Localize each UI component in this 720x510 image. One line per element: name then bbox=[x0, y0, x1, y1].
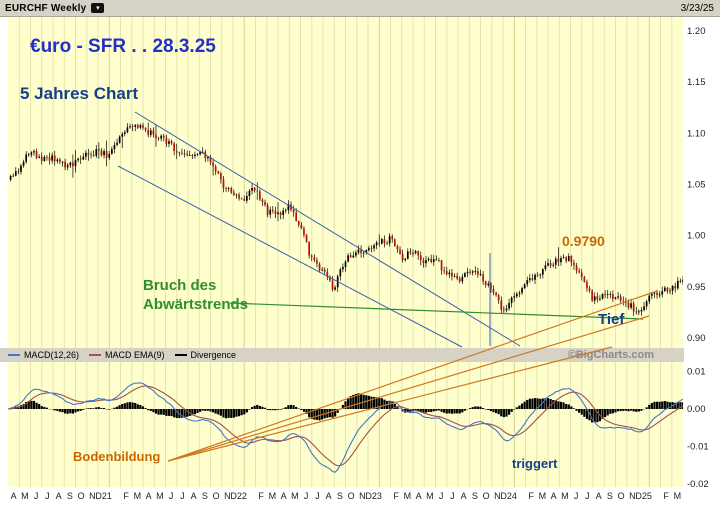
svg-text:S: S bbox=[607, 491, 613, 501]
svg-text:N: N bbox=[89, 491, 96, 501]
svg-text:A: A bbox=[461, 491, 467, 501]
svg-text:0.00: 0.00 bbox=[687, 404, 706, 415]
macd-ema-swatch bbox=[89, 354, 102, 356]
svg-text:A: A bbox=[281, 491, 287, 501]
symbol-label: EURCHF Weekly bbox=[5, 2, 87, 14]
svg-text:0.90: 0.90 bbox=[687, 333, 706, 344]
svg-text:S: S bbox=[337, 491, 343, 501]
svg-text:0.95: 0.95 bbox=[687, 282, 706, 293]
svg-text:M: M bbox=[561, 491, 569, 501]
svg-text:N: N bbox=[359, 491, 366, 501]
divergence-swatch bbox=[174, 354, 187, 356]
svg-text:F: F bbox=[393, 491, 399, 501]
svg-text:J: J bbox=[585, 491, 590, 501]
macd-legend: MACD(12,26) MACD EMA(9) Divergence ©BigCha… bbox=[0, 348, 684, 362]
svg-text:J: J bbox=[574, 491, 579, 501]
chevron-down-icon: ▾ bbox=[96, 4, 100, 12]
svg-text:M: M bbox=[269, 491, 277, 501]
svg-text:J: J bbox=[439, 491, 444, 501]
svg-text:D24: D24 bbox=[500, 491, 517, 501]
svg-text:A: A bbox=[551, 491, 557, 501]
legend-label: MACD EMA(9) bbox=[105, 350, 165, 360]
svg-text:M: M bbox=[404, 491, 412, 501]
svg-text:D25: D25 bbox=[635, 491, 652, 501]
svg-text:J: J bbox=[169, 491, 174, 501]
svg-text:1.10: 1.10 bbox=[687, 128, 706, 139]
svg-text:A: A bbox=[416, 491, 422, 501]
svg-text:D21: D21 bbox=[95, 491, 112, 501]
svg-text:D23: D23 bbox=[365, 491, 382, 501]
svg-text:N: N bbox=[224, 491, 231, 501]
svg-text:A: A bbox=[596, 491, 602, 501]
svg-text:-0.01: -0.01 bbox=[687, 442, 709, 453]
svg-text:N: N bbox=[629, 491, 636, 501]
svg-text:1.20: 1.20 bbox=[687, 26, 706, 37]
svg-text:A: A bbox=[11, 491, 17, 501]
svg-text:O: O bbox=[348, 491, 355, 501]
legend-label: MACD(12,26) bbox=[24, 350, 80, 360]
svg-text:M: M bbox=[291, 491, 299, 501]
svg-text:-0.02: -0.02 bbox=[687, 479, 709, 490]
svg-text:S: S bbox=[67, 491, 73, 501]
chart-toolbar: EURCHF Weekly ▾ 3/23/25 bbox=[0, 0, 720, 17]
svg-text:N: N bbox=[494, 491, 501, 501]
svg-text:J: J bbox=[315, 491, 320, 501]
svg-text:F: F bbox=[528, 491, 534, 501]
svg-text:O: O bbox=[483, 491, 490, 501]
watermark: ©BigCharts.com bbox=[567, 349, 654, 361]
svg-text:O: O bbox=[618, 491, 625, 501]
svg-text:M: M bbox=[426, 491, 434, 501]
svg-text:1.05: 1.05 bbox=[687, 180, 706, 191]
svg-text:J: J bbox=[450, 491, 455, 501]
svg-text:M: M bbox=[674, 491, 682, 501]
svg-text:A: A bbox=[146, 491, 152, 501]
svg-text:F: F bbox=[258, 491, 264, 501]
svg-text:S: S bbox=[202, 491, 208, 501]
svg-text:M: M bbox=[21, 491, 29, 501]
macd-legend-items: MACD(12,26) MACD EMA(9) Divergence bbox=[0, 350, 236, 360]
svg-text:A: A bbox=[191, 491, 197, 501]
svg-text:J: J bbox=[180, 491, 185, 501]
legend-item: Divergence bbox=[174, 350, 237, 360]
svg-text:D22: D22 bbox=[230, 491, 247, 501]
svg-text:J: J bbox=[45, 491, 50, 501]
legend-label: Divergence bbox=[190, 350, 237, 360]
svg-text:M: M bbox=[539, 491, 547, 501]
svg-text:A: A bbox=[326, 491, 332, 501]
svg-text:J: J bbox=[34, 491, 39, 501]
timeframe-dropdown[interactable]: ▾ bbox=[91, 3, 105, 13]
legend-item: MACD(12,26) bbox=[8, 350, 79, 360]
svg-text:F: F bbox=[123, 491, 129, 501]
svg-text:1.15: 1.15 bbox=[687, 77, 706, 88]
svg-text:1.00: 1.00 bbox=[687, 231, 706, 242]
legend-item: MACD EMA(9) bbox=[89, 350, 165, 360]
svg-text:M: M bbox=[156, 491, 164, 501]
svg-text:M: M bbox=[134, 491, 142, 501]
svg-text:F: F bbox=[663, 491, 669, 501]
svg-text:O: O bbox=[78, 491, 85, 501]
svg-text:J: J bbox=[304, 491, 309, 501]
svg-text:S: S bbox=[472, 491, 478, 501]
svg-text:0.01: 0.01 bbox=[687, 367, 706, 378]
svg-text:A: A bbox=[56, 491, 62, 501]
date-label: 3/23/25 bbox=[680, 2, 714, 14]
svg-text:O: O bbox=[213, 491, 220, 501]
macd-line-swatch bbox=[8, 354, 20, 356]
